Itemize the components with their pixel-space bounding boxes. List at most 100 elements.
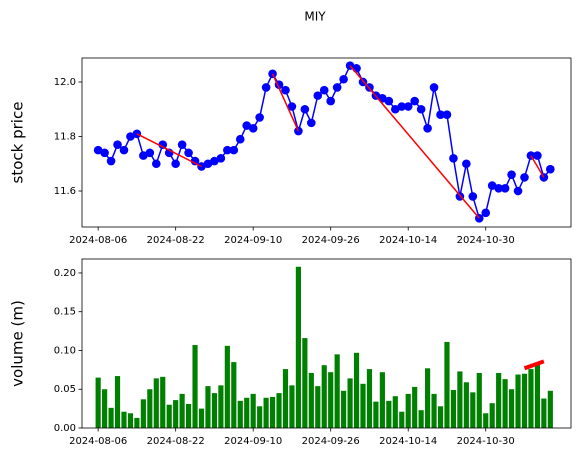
volume-bar — [341, 390, 347, 428]
volume-bar — [437, 406, 444, 428]
volume-bar — [289, 385, 295, 428]
x-tick-label: 2024-09-10 — [224, 436, 282, 447]
price-marker — [177, 140, 187, 149]
price-marker — [494, 183, 503, 193]
y-axis-label: volume (m) — [9, 300, 27, 387]
y-tick-label: 0.00 — [54, 423, 76, 434]
volume-bar — [418, 410, 424, 428]
trend-line — [136, 133, 202, 168]
x-tick-label: 2024-08-22 — [147, 235, 205, 246]
price-marker — [429, 83, 439, 92]
price-marker — [300, 104, 310, 114]
price-marker — [410, 96, 419, 106]
volume-bar — [508, 389, 515, 428]
price-marker — [184, 148, 193, 158]
volume-bar — [534, 362, 540, 428]
price-marker — [223, 145, 232, 155]
price-marker — [397, 102, 407, 111]
plot-frame — [81, 258, 572, 429]
volume-bar — [547, 390, 553, 428]
price-marker — [242, 121, 252, 130]
price-marker — [171, 159, 180, 169]
volume-bar — [224, 345, 230, 428]
volume-bar — [328, 372, 334, 428]
volume-bar — [528, 369, 534, 428]
trend-line — [530, 155, 545, 178]
volume-bar — [147, 389, 153, 428]
price-marker — [203, 159, 213, 169]
x-tick-label: 2024-09-26 — [302, 235, 360, 246]
price-marker — [546, 164, 555, 174]
price-marker — [255, 113, 264, 122]
price-marker — [436, 110, 445, 119]
price-marker — [113, 140, 122, 149]
volume-bar — [192, 345, 198, 428]
price-marker — [313, 91, 323, 100]
price-marker — [145, 148, 155, 158]
chart-title: MIY — [304, 10, 326, 24]
volume-bar — [269, 396, 276, 428]
x-tick-label: 2024-09-10 — [224, 235, 282, 246]
volume-bar — [95, 377, 101, 428]
volume-bar — [308, 372, 314, 428]
volume-bar — [134, 417, 140, 428]
x-tick-label: 2024-09-26 — [302, 436, 360, 447]
y-tick-label: 0.10 — [54, 345, 76, 356]
price-marker — [507, 170, 516, 179]
price-marker — [390, 104, 400, 114]
price-marker — [326, 96, 335, 106]
volume-bar — [412, 386, 418, 428]
price-marker — [416, 104, 426, 114]
volume-bar — [489, 403, 495, 428]
y-tick-label: 11.8 — [54, 132, 76, 143]
price-marker — [384, 96, 394, 106]
volume-bar — [334, 354, 340, 428]
volume-bar — [431, 393, 437, 428]
x-tick-label: 2024-10-14 — [379, 436, 437, 447]
volume-bar — [295, 266, 301, 428]
plot-frame — [81, 57, 572, 228]
volume-bar — [179, 393, 185, 428]
volume-bar — [108, 407, 114, 428]
price-marker — [352, 64, 361, 73]
volume-bar — [515, 374, 521, 428]
volume-bar — [302, 338, 308, 428]
price-marker — [119, 145, 129, 155]
volume-bar — [366, 369, 373, 428]
volume-bar — [211, 393, 218, 428]
volume-bar — [373, 401, 379, 428]
volume-bar — [392, 396, 398, 428]
volume-bar — [166, 404, 172, 428]
volume-bar — [231, 362, 237, 428]
volume-bar — [476, 372, 482, 428]
x-tick-label: 2024-08-06 — [69, 436, 127, 447]
price-marker — [332, 83, 342, 92]
price-marker — [423, 124, 432, 133]
volume-bar — [153, 378, 159, 428]
price-marker — [533, 151, 542, 160]
volume-bar — [263, 397, 269, 428]
y-axis-label: stock price — [9, 102, 27, 184]
price-marker — [106, 156, 116, 166]
volume-bar — [399, 411, 405, 428]
price-marker — [126, 132, 135, 141]
volume-bar — [205, 386, 211, 428]
x-tick-label: 2024-08-22 — [147, 436, 205, 447]
volume-bar — [470, 392, 476, 428]
price-marker — [462, 159, 471, 169]
volume-bar — [463, 382, 469, 428]
x-tick-label: 2024-10-30 — [457, 436, 515, 447]
volume-bar — [321, 365, 327, 428]
price-marker — [139, 151, 148, 160]
volume-bar — [405, 393, 411, 428]
volume-bar — [140, 399, 146, 428]
volume-bar — [386, 400, 392, 428]
volume-bar — [444, 341, 450, 428]
price-marker — [229, 145, 239, 155]
price-marker — [210, 156, 219, 166]
y-tick-label: 0.15 — [54, 307, 76, 318]
volume-bar — [127, 413, 134, 428]
price-marker — [500, 183, 510, 193]
price-marker — [287, 102, 297, 111]
volume-bar — [379, 372, 385, 428]
